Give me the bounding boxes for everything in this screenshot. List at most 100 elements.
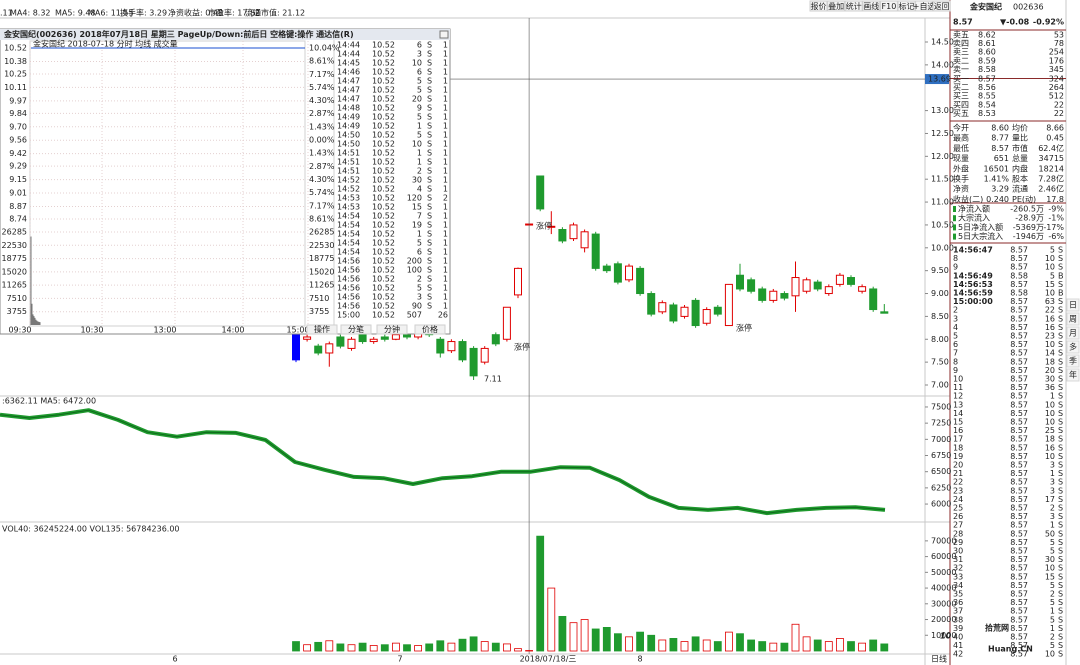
toolbar-button[interactable]: [844, 0, 863, 12]
stat-value: 651: [994, 154, 1009, 163]
strip-button-label[interactable]: 季: [1069, 356, 1077, 366]
trade-volume: 5: [417, 86, 422, 95]
stat-value: 0.240: [986, 195, 1009, 204]
tick-time: 40: [953, 633, 963, 642]
popup-tab[interactable]: [306, 324, 338, 335]
y2-tick-label: 2.87%: [309, 109, 335, 118]
flow-marker: [953, 224, 956, 231]
tick-volume: 23: [1045, 332, 1055, 341]
popup-tab[interactable]: [340, 324, 372, 335]
volume-bar: [347, 644, 356, 652]
strip-button[interactable]: [1066, 340, 1080, 354]
strip-button[interactable]: [1066, 354, 1080, 368]
watermark-site: Huang.CN: [988, 645, 1033, 654]
tick-side: S: [1058, 555, 1063, 564]
y-tick-label: 70000: [931, 536, 956, 545]
y-tick-label: 9.29: [9, 162, 27, 171]
toolbar-button-label[interactable]: 画线: [863, 1, 879, 11]
volume-bar: [680, 641, 689, 652]
tick-volume: 63: [1045, 297, 1055, 306]
toolbar-button[interactable]: [879, 0, 898, 12]
toolbar-button-label[interactable]: 标记: [899, 1, 915, 11]
tick-side: S: [1058, 340, 1063, 349]
toolbar-button[interactable]: [862, 0, 881, 12]
tick-time: 9: [953, 366, 958, 375]
volume-tick-label: 7510: [309, 294, 329, 303]
volume-tick-label: 15020: [309, 267, 334, 276]
tick-price: 8.57: [1010, 495, 1028, 504]
y2-tick-label: 10.04%: [309, 44, 340, 53]
close-button[interactable]: [439, 30, 449, 39]
volume-bar: [669, 638, 678, 652]
toolbar-button[interactable]: [932, 0, 951, 12]
tick-volume: 16: [1045, 443, 1055, 452]
trade-volume: 1: [417, 122, 422, 131]
strip-button[interactable]: [1066, 326, 1080, 340]
volume-bar: [736, 633, 744, 652]
toolbar-button-label[interactable]: 叠加: [828, 1, 844, 11]
y2-tick-label: 5.74%: [309, 83, 335, 92]
trade-time: 14:44: [337, 50, 360, 59]
book-level: 买一: [953, 75, 969, 84]
stat-label: 换手: [953, 174, 969, 184]
trade-count: 1: [443, 149, 448, 158]
tick-side: S: [1058, 633, 1063, 642]
tick-volume: 1: [1050, 624, 1055, 633]
tick-side: S: [1058, 383, 1063, 392]
tick-volume: 5: [1050, 538, 1055, 547]
volume-bar: [713, 641, 722, 652]
strip-button[interactable]: [1066, 312, 1080, 326]
trade-side: S: [427, 167, 432, 176]
trade-volume: 5: [417, 113, 422, 122]
candle-body: [358, 334, 367, 343]
stat-label: 净资: [953, 184, 969, 194]
tick-volume: 5: [1050, 598, 1055, 607]
strip-button-label[interactable]: 年: [1069, 370, 1077, 380]
strip-button[interactable]: [1066, 368, 1080, 382]
trade-time: 14:56: [337, 302, 360, 311]
strip-button-label[interactable]: 周: [1069, 315, 1077, 324]
toolbar-button-label[interactable]: 返回: [934, 2, 950, 11]
toolbar-button[interactable]: [809, 0, 828, 12]
toolbar-button-label[interactable]: +自选: [913, 1, 936, 11]
candle-body: [802, 279, 811, 292]
popup-tab-label[interactable]: 分钟: [384, 324, 400, 334]
popup-tab-label[interactable]: 分笔: [348, 324, 364, 334]
popup-tab-label[interactable]: 操作: [314, 324, 330, 334]
trade-time: 14:46: [337, 68, 360, 77]
toolbar-button[interactable]: [897, 0, 916, 12]
toolbar-button-label[interactable]: 报价: [811, 1, 827, 11]
toolbar-button-label[interactable]: 统计: [846, 1, 862, 11]
volume-tick-label: 7510: [7, 294, 27, 303]
trade-count: 1: [443, 41, 448, 50]
strip-button-label[interactable]: 月: [1069, 329, 1077, 338]
indicator-text: 市盈率: 17.82: [208, 8, 260, 18]
tick-time: 6: [953, 340, 958, 349]
trade-time: 14:50: [337, 131, 360, 140]
y-tick-label: 10.52: [4, 44, 27, 53]
tick-side: S: [1058, 461, 1063, 470]
popup-tab[interactable]: [414, 324, 446, 335]
toolbar-button-label[interactable]: F10: [882, 2, 897, 11]
strip-button-label[interactable]: 日: [1069, 301, 1077, 310]
volume-bar: [436, 640, 445, 652]
strip-button[interactable]: [1066, 298, 1080, 312]
tick-price: 8.57: [1010, 263, 1028, 272]
stat-label: 最低: [953, 143, 969, 153]
flow-label: 大宗流入: [958, 213, 990, 223]
strip-button-label[interactable]: 多: [1069, 342, 1077, 352]
trade-side: S: [427, 59, 432, 68]
candle-body: [469, 347, 478, 377]
volume-bar: [869, 639, 878, 652]
book-price: 8.56: [978, 83, 996, 92]
toolbar-button[interactable]: [827, 0, 846, 12]
flow-value: -1946万: [1013, 232, 1044, 241]
popup-tab[interactable]: [376, 324, 408, 335]
candle-body: [835, 274, 844, 285]
tick-time: 8: [953, 254, 958, 263]
x-axis-label: 8: [637, 655, 642, 664]
popup-tab-label[interactable]: 价格: [422, 324, 438, 334]
tick-volume: 50: [1045, 529, 1055, 538]
indicator-text: MA5: 9.48: [55, 9, 96, 18]
toolbar-button[interactable]: [915, 0, 934, 12]
